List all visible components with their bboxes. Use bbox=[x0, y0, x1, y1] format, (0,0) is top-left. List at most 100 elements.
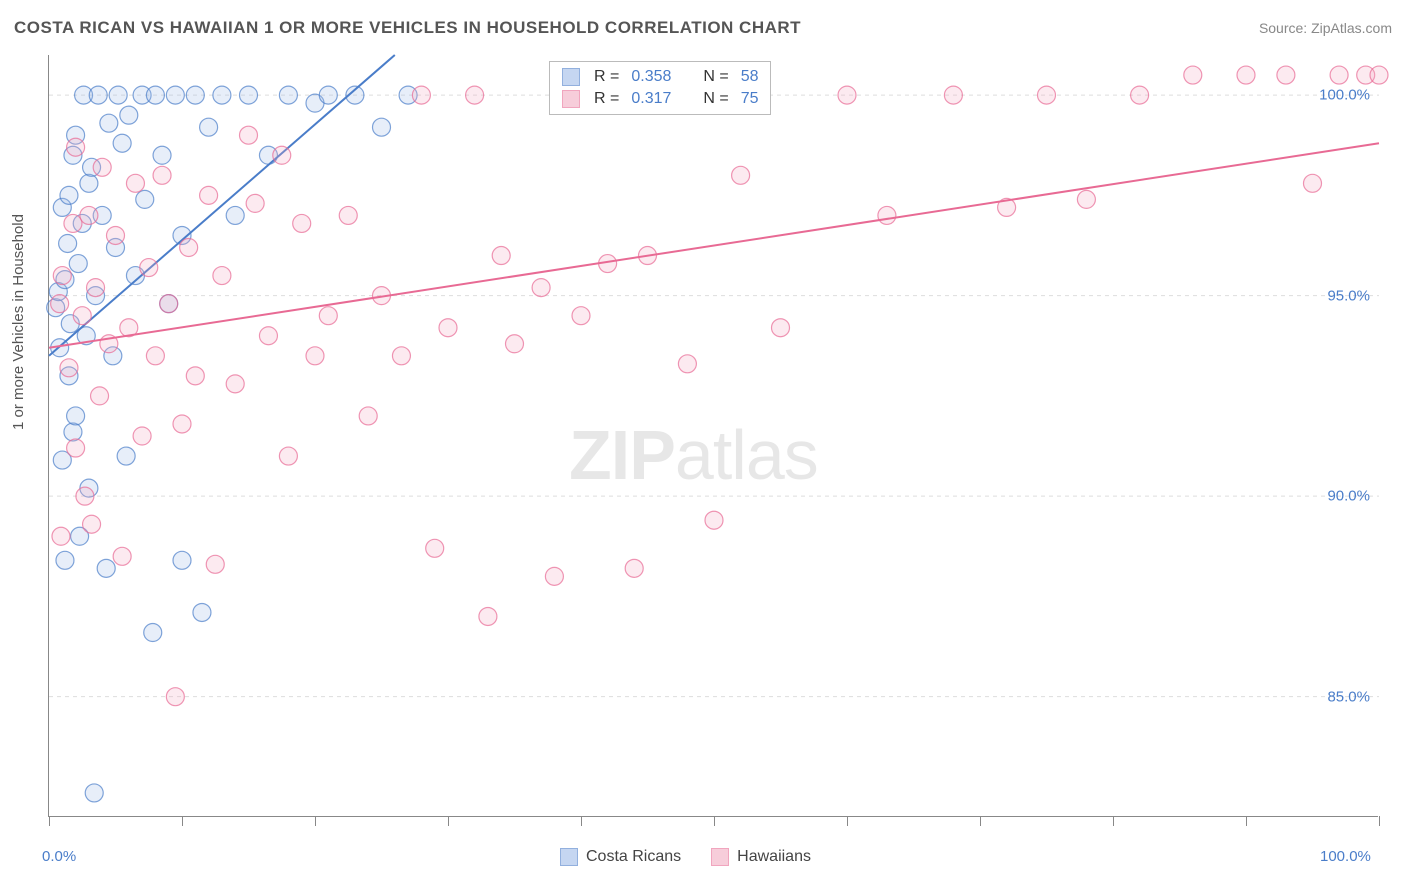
stat-r-label: R = bbox=[594, 68, 619, 86]
x-tick bbox=[581, 816, 582, 826]
data-point bbox=[319, 307, 337, 325]
y-axis-title: 1 or more Vehicles in Household bbox=[10, 214, 27, 430]
legend-swatch bbox=[562, 90, 580, 108]
stat-legend: R =0.358N =58R =0.317N =75 bbox=[549, 61, 771, 115]
data-point bbox=[173, 415, 191, 433]
data-point bbox=[732, 166, 750, 184]
data-point bbox=[80, 174, 98, 192]
stat-legend-row: R =0.358N =58 bbox=[550, 66, 770, 88]
legend-label: Hawaiians bbox=[737, 848, 811, 866]
legend-swatch bbox=[711, 848, 729, 866]
legend-swatch bbox=[562, 68, 580, 86]
data-point bbox=[1277, 66, 1295, 84]
data-point bbox=[506, 335, 524, 353]
data-point bbox=[153, 166, 171, 184]
source-prefix: Source: bbox=[1259, 20, 1307, 36]
data-point bbox=[532, 279, 550, 297]
data-point bbox=[1131, 86, 1149, 104]
plot-area: ZIPatlas R =0.358N =58R =0.317N =75 85.0… bbox=[48, 55, 1378, 817]
scatter-plot bbox=[49, 55, 1378, 816]
data-point bbox=[279, 86, 297, 104]
data-point bbox=[213, 267, 231, 285]
series-legend: Costa Ricans Hawaiians bbox=[560, 848, 811, 866]
data-point bbox=[772, 319, 790, 337]
data-point bbox=[1237, 66, 1255, 84]
data-point bbox=[240, 126, 258, 144]
data-point bbox=[117, 447, 135, 465]
x-tick bbox=[182, 816, 183, 826]
data-point bbox=[85, 784, 103, 802]
data-point bbox=[838, 86, 856, 104]
data-point bbox=[1077, 190, 1095, 208]
data-point bbox=[1304, 174, 1322, 192]
data-point bbox=[69, 255, 87, 273]
data-point bbox=[426, 539, 444, 557]
data-point bbox=[64, 423, 82, 441]
data-point bbox=[200, 186, 218, 204]
data-point bbox=[319, 86, 337, 104]
data-point bbox=[1184, 66, 1202, 84]
data-point bbox=[1330, 66, 1348, 84]
data-point bbox=[200, 118, 218, 136]
x-tick bbox=[1113, 816, 1114, 826]
x-tick bbox=[1246, 816, 1247, 826]
data-point bbox=[306, 347, 324, 365]
data-point bbox=[180, 239, 198, 257]
title-bar: COSTA RICAN VS HAWAIIAN 1 OR MORE VEHICL… bbox=[14, 18, 1392, 38]
data-point bbox=[67, 439, 85, 457]
data-point bbox=[93, 158, 111, 176]
data-point bbox=[705, 511, 723, 529]
data-point bbox=[64, 214, 82, 232]
data-point bbox=[113, 547, 131, 565]
data-point bbox=[1038, 86, 1056, 104]
chart-title: COSTA RICAN VS HAWAIIAN 1 OR MORE VEHICL… bbox=[14, 18, 801, 38]
data-point bbox=[339, 206, 357, 224]
data-point bbox=[52, 527, 70, 545]
stat-legend-row: R = 0.317 N = 75 bbox=[550, 88, 770, 110]
data-point bbox=[293, 214, 311, 232]
data-point bbox=[226, 206, 244, 224]
x-axis-min-label: 0.0% bbox=[42, 848, 76, 865]
data-point bbox=[153, 146, 171, 164]
legend-label: Costa Ricans bbox=[586, 848, 681, 866]
data-point bbox=[944, 86, 962, 104]
stat-n-value: 58 bbox=[741, 68, 759, 86]
data-point bbox=[412, 86, 430, 104]
data-point bbox=[226, 375, 244, 393]
data-point bbox=[126, 174, 144, 192]
data-point bbox=[60, 186, 78, 204]
data-point bbox=[89, 86, 107, 104]
data-point bbox=[246, 194, 264, 212]
data-point bbox=[166, 688, 184, 706]
data-point bbox=[173, 551, 191, 569]
data-point bbox=[113, 134, 131, 152]
x-tick bbox=[315, 816, 316, 826]
data-point bbox=[213, 86, 231, 104]
x-tick bbox=[980, 816, 981, 826]
x-tick bbox=[448, 816, 449, 826]
data-point bbox=[120, 106, 138, 124]
data-point bbox=[492, 247, 510, 265]
data-point bbox=[878, 206, 896, 224]
stat-n-value: 75 bbox=[741, 90, 759, 108]
data-point bbox=[439, 319, 457, 337]
stat-n-label: N = bbox=[703, 90, 728, 108]
data-point bbox=[166, 86, 184, 104]
data-point bbox=[146, 347, 164, 365]
data-point bbox=[625, 559, 643, 577]
data-point bbox=[279, 447, 297, 465]
data-point bbox=[107, 226, 125, 244]
data-point bbox=[140, 259, 158, 277]
data-point bbox=[545, 567, 563, 585]
stat-r-value: 0.317 bbox=[631, 90, 681, 108]
data-point bbox=[259, 327, 277, 345]
y-tick-label: 85.0% bbox=[1327, 688, 1370, 705]
data-point bbox=[273, 146, 291, 164]
data-point bbox=[240, 86, 258, 104]
data-point bbox=[160, 295, 178, 313]
data-point bbox=[67, 407, 85, 425]
source-link[interactable]: ZipAtlas.com bbox=[1311, 20, 1392, 36]
data-point bbox=[80, 206, 98, 224]
y-tick-label: 95.0% bbox=[1327, 287, 1370, 304]
stat-r-label: R = bbox=[594, 90, 619, 108]
